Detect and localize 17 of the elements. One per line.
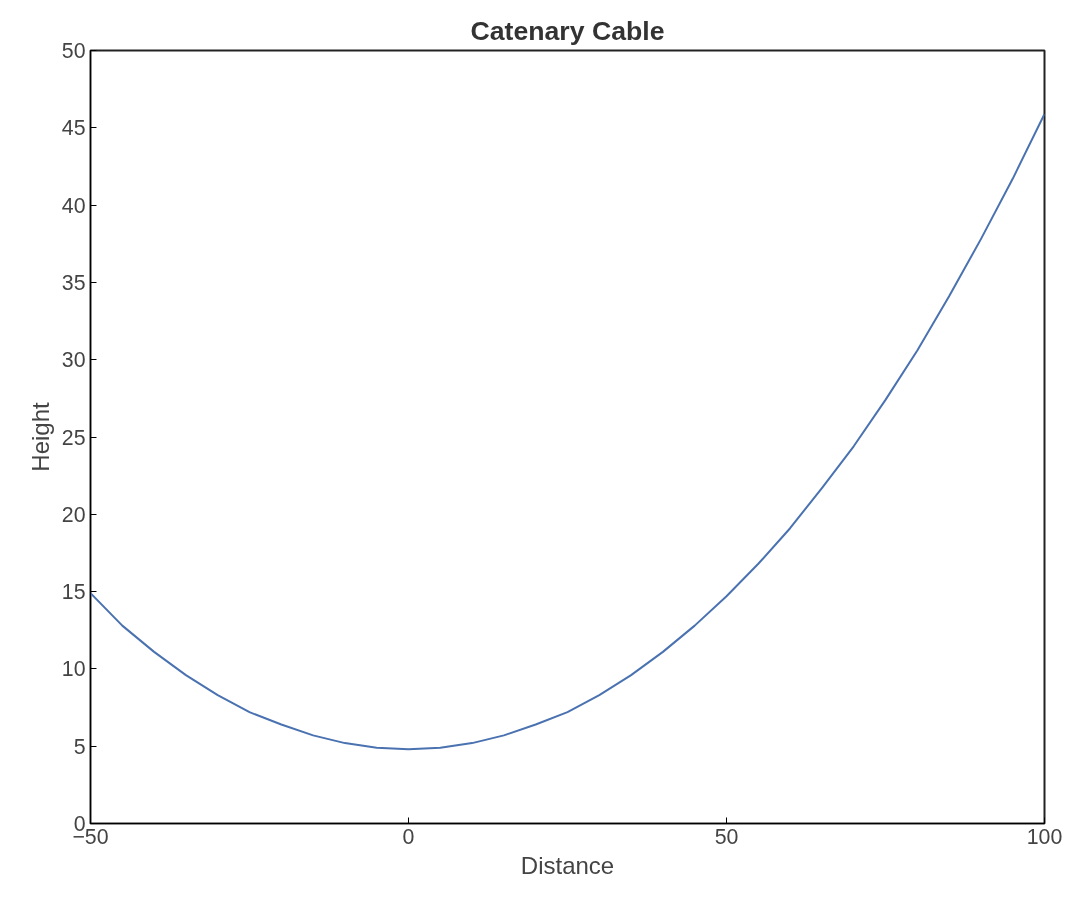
y-tick-label: 15: [61, 580, 86, 605]
y-tick-label: 45: [61, 116, 86, 141]
chart-title: Catenary Cable: [470, 15, 665, 46]
x-tick-label: 50: [714, 824, 739, 849]
y-tick-label: 5: [73, 734, 86, 759]
y-tick-label: 20: [61, 502, 86, 527]
y-tick-label: 10: [61, 657, 86, 682]
y-axis-title: Height: [26, 401, 54, 472]
x-tick-label: 100: [1026, 824, 1063, 849]
y-tick-label: 50: [61, 39, 86, 63]
x-tick-label: 0: [402, 824, 415, 849]
y-tick-label: 40: [61, 193, 86, 218]
y-tick-label: 25: [61, 425, 86, 450]
x-axis-title: Distance: [520, 851, 615, 879]
line-series: [90, 112, 1045, 751]
y-tick-label: 30: [61, 348, 86, 373]
y-tick-label: 35: [61, 270, 86, 295]
